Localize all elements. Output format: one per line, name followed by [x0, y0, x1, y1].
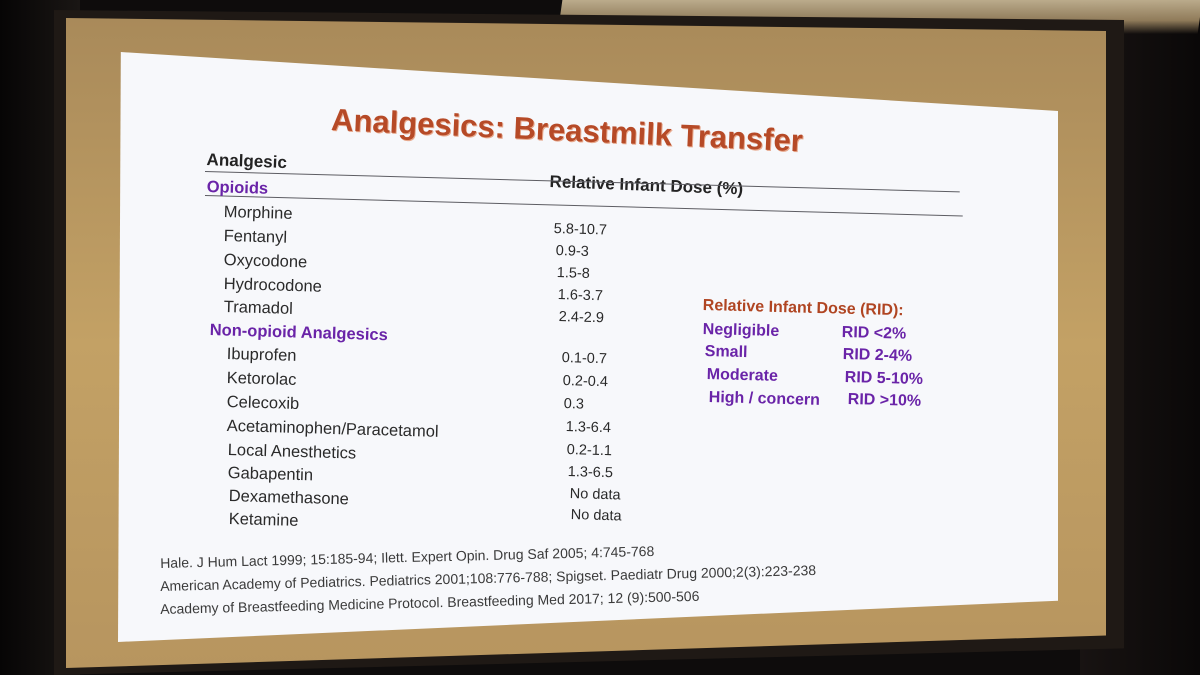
rid-legend-value: RID <2%: [841, 324, 907, 343]
rid-value: 2.4-2.9: [558, 309, 605, 327]
rid-value: No data: [570, 507, 622, 525]
rid-value: 1.3-6.5: [567, 464, 614, 482]
rid-value: 0.2-0.4: [562, 373, 609, 391]
rid-value: 0.9-3: [555, 243, 590, 260]
projected-slide: [118, 52, 1058, 642]
rid-value: 5.8-10.7: [553, 221, 608, 239]
rid-legend-label: High / concern: [708, 389, 821, 409]
rid-value: 0.3: [563, 396, 585, 413]
drug-name: Local Anesthetics: [227, 441, 357, 463]
column-header-analgesic: Analgesic: [206, 150, 288, 173]
rid-value: 1.3-6.4: [565, 419, 612, 437]
rid-legend-value: RID >10%: [847, 391, 922, 410]
drug-name: Celecoxib: [226, 393, 300, 414]
rid-value: No data: [569, 486, 621, 504]
drug-name: Ketamine: [228, 510, 299, 530]
drug-name: Gabapentin: [227, 464, 314, 485]
rid-value: 1.5-8: [556, 265, 591, 282]
drug-name: Fentanyl: [223, 227, 288, 247]
drug-name: Hydrocodone: [223, 275, 323, 296]
category-opioids: Opioids: [206, 178, 269, 198]
drug-name: Ketorolac: [226, 369, 297, 389]
rid-value: 1.6-3.7: [557, 287, 604, 305]
drug-name: Oxycodone: [223, 251, 308, 272]
rid-legend-label: Negligible: [702, 321, 780, 340]
drug-name: Tramadol: [223, 298, 294, 318]
rid-value: 0.2-1.1: [566, 442, 613, 460]
rid-legend-label: Moderate: [706, 366, 779, 385]
rid-legend-value: RID 5-10%: [844, 369, 924, 389]
rid-legend-value: RID 2-4%: [842, 346, 913, 365]
rid-legend-label: Small: [704, 343, 748, 362]
drug-name: Ibuprofen: [226, 345, 297, 365]
drug-name: Dexamethasone: [228, 487, 350, 509]
drug-name: Morphine: [223, 203, 293, 223]
rid-value: 0.1-0.7: [561, 350, 608, 368]
